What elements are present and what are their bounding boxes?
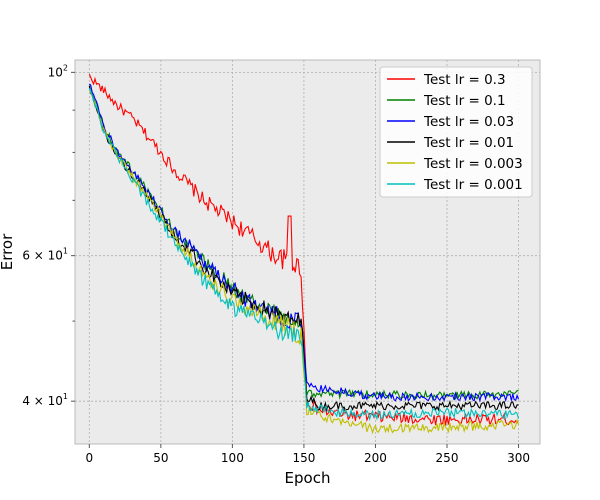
x-tick-label: 250 <box>436 451 459 465</box>
x-tick-label: 100 <box>221 451 244 465</box>
legend-entry: Test lr = 0.001 <box>423 177 523 193</box>
legend: Test lr = 0.3 Test lr = 0.1 Test lr = 0.03… <box>379 66 533 198</box>
legend-entry: Test lr = 0.3 <box>423 72 506 88</box>
legend-entry: Test lr = 0.01 <box>423 135 514 151</box>
legend-entry: Test lr = 0.03 <box>423 114 514 130</box>
y-axis-label: Error <box>0 233 16 270</box>
y-tick-label: 6 × 101 <box>22 247 68 263</box>
series-lines <box>88 73 520 435</box>
x-tick-label: 150 <box>292 451 315 465</box>
y-tick-label: 102 <box>48 63 68 79</box>
x-tick-label: 300 <box>507 451 530 465</box>
x-tick-label: 50 <box>153 451 168 465</box>
axes: 0 50 100 150 200 250 300 4 × 101 6 × 101 102 <box>22 63 530 465</box>
series-line <box>88 73 519 427</box>
legend-entry: Test lr = 0.1 <box>423 93 506 109</box>
grid-lines <box>75 60 540 444</box>
series-line <box>88 87 520 422</box>
x-tick-label: 200 <box>364 451 387 465</box>
x-tick-label: 0 <box>85 451 93 465</box>
legend-entry: Test lr = 0.003 <box>423 156 523 172</box>
x-axis-label: Epoch <box>285 469 331 487</box>
y-tick-label: 4 × 101 <box>22 392 68 408</box>
legend-box <box>379 66 533 198</box>
